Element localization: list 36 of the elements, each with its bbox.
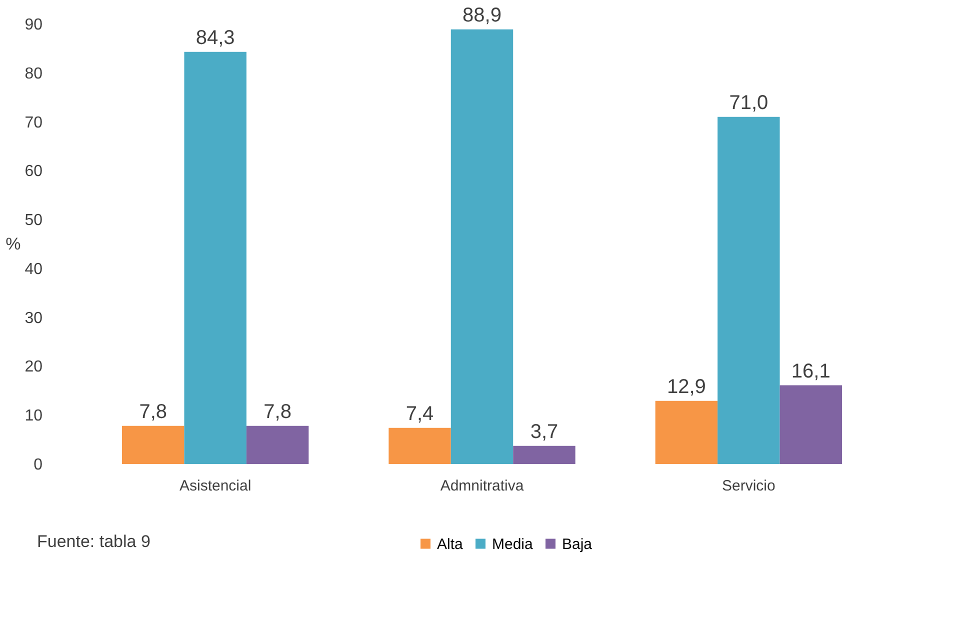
- bar: [388, 428, 451, 464]
- y-tick-label: 70: [24, 114, 43, 132]
- x-tick-label: Admnitrativa: [440, 478, 524, 494]
- y-tick-label: 30: [24, 310, 43, 327]
- bar: [122, 426, 184, 464]
- data-label: 71,0: [729, 92, 768, 114]
- bar: [450, 29, 514, 464]
- y-tick-label: 20: [24, 358, 43, 376]
- legend-label: Baja: [562, 536, 593, 553]
- y-axis-title: %: [6, 234, 21, 254]
- x-tick-label: Asistencial: [179, 478, 252, 494]
- bar: [246, 426, 309, 464]
- bar: [718, 116, 780, 464]
- data-label: 7,4: [406, 402, 434, 425]
- y-tick-label: 10: [24, 408, 43, 425]
- y-tick-label: 80: [24, 65, 43, 82]
- y-tick-label: 50: [24, 212, 43, 230]
- x-tick-label: Servicio: [722, 478, 776, 494]
- legend-label: Alta: [437, 536, 464, 553]
- bar: [780, 385, 842, 464]
- legend-label: Media: [492, 536, 534, 553]
- y-tick-label: 60: [24, 163, 43, 180]
- y-tick-label: 0: [34, 456, 43, 474]
- data-label: 84,3: [196, 26, 235, 49]
- bar: [513, 446, 576, 464]
- data-label: 3,7: [530, 420, 558, 443]
- data-label: 7,8: [139, 400, 168, 423]
- y-tick-label: 90: [24, 16, 43, 34]
- source-note: Fuente: tabla 9: [37, 532, 150, 551]
- data-label: 16,1: [791, 360, 830, 382]
- bar: [184, 52, 246, 464]
- data-label: 12,9: [666, 376, 706, 398]
- bar: [655, 400, 718, 464]
- data-label: 7,8: [264, 400, 292, 423]
- y-tick-label: 40: [24, 260, 43, 278]
- data-label: 88,9: [462, 4, 502, 26]
